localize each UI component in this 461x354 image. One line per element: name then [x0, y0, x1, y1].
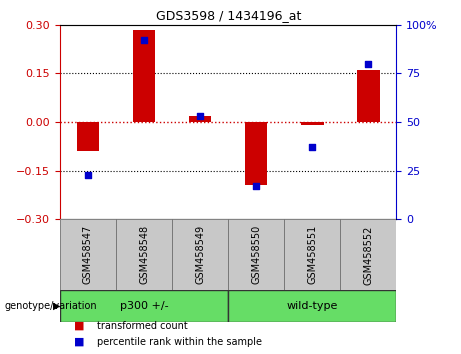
Bar — [133, 30, 155, 122]
Bar — [245, 122, 267, 185]
Text: wild-type: wild-type — [287, 301, 338, 311]
Text: ▶: ▶ — [53, 301, 60, 311]
Text: transformed count: transformed count — [97, 321, 188, 331]
Text: ■: ■ — [74, 337, 84, 347]
Bar — [116, 219, 172, 290]
Bar — [228, 219, 284, 290]
Bar — [77, 122, 99, 152]
Text: percentile rank within the sample: percentile rank within the sample — [97, 337, 262, 347]
Text: GSM458548: GSM458548 — [139, 225, 149, 284]
Text: GSM458552: GSM458552 — [363, 225, 373, 285]
Bar — [301, 122, 324, 125]
Point — [309, 144, 316, 150]
Text: p300 +/-: p300 +/- — [120, 301, 168, 311]
Point — [365, 61, 372, 67]
Point — [196, 113, 204, 119]
Title: GDS3598 / 1434196_at: GDS3598 / 1434196_at — [155, 9, 301, 22]
Bar — [284, 219, 340, 290]
Bar — [60, 290, 228, 322]
Bar — [357, 70, 379, 122]
Point — [84, 172, 92, 177]
Text: ■: ■ — [74, 321, 84, 331]
Bar — [189, 116, 211, 122]
Bar — [228, 290, 396, 322]
Bar — [172, 219, 228, 290]
Bar — [60, 219, 116, 290]
Point — [140, 38, 148, 43]
Point — [253, 183, 260, 189]
Bar — [340, 219, 396, 290]
Text: genotype/variation: genotype/variation — [5, 301, 97, 311]
Text: GSM458550: GSM458550 — [251, 225, 261, 284]
Text: GSM458551: GSM458551 — [307, 225, 317, 284]
Text: GSM458549: GSM458549 — [195, 225, 205, 284]
Text: GSM458547: GSM458547 — [83, 225, 93, 284]
